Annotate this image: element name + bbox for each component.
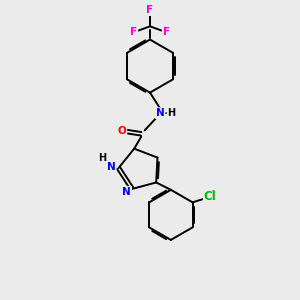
Text: Cl: Cl	[204, 190, 217, 203]
Text: N: N	[156, 108, 165, 118]
Text: F: F	[163, 27, 170, 37]
Text: F: F	[146, 5, 154, 15]
Text: H: H	[167, 108, 175, 118]
Text: F: F	[130, 27, 137, 37]
Text: H: H	[98, 153, 106, 163]
Text: N: N	[122, 187, 131, 197]
Text: O: O	[118, 126, 126, 136]
Text: N: N	[107, 162, 116, 172]
